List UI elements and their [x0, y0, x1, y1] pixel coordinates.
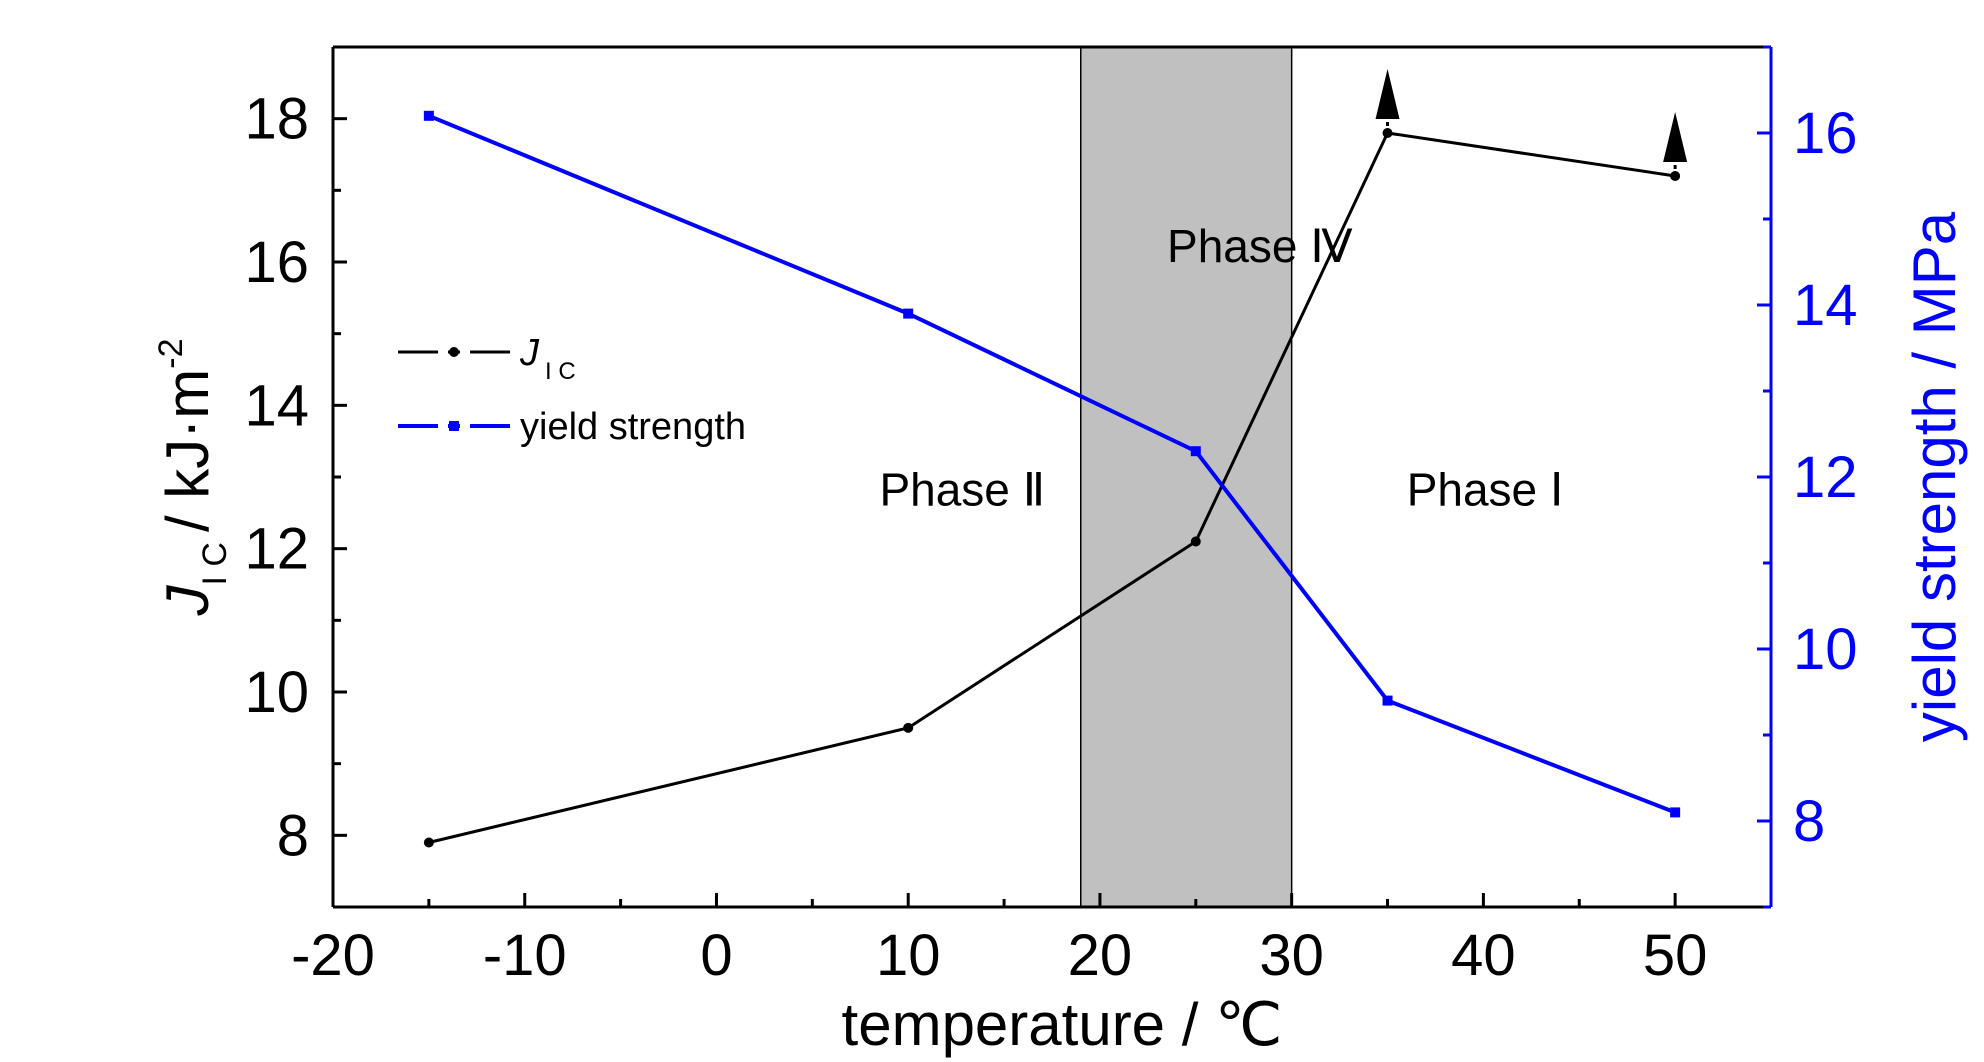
- x-tick-label: -20: [291, 923, 375, 988]
- x-tick-label: 20: [1068, 923, 1133, 988]
- left-y-axis-title-subscript: I C: [196, 542, 234, 585]
- legend-jic-marker: [449, 347, 459, 357]
- right-y-tick-label: 12: [1793, 445, 1858, 510]
- x-tick-label: 50: [1643, 923, 1708, 988]
- yield-strength-data-point: [1382, 695, 1393, 706]
- left-y-axis-title-unit: / kJ·m: [154, 369, 221, 532]
- x-tick-label: 40: [1451, 923, 1516, 988]
- left-y-axis-title-symbol: J: [154, 585, 221, 617]
- x-tick-label: 30: [1259, 923, 1324, 988]
- left-y-tick-label: 10: [244, 660, 309, 725]
- jic-data-point: [903, 722, 914, 733]
- phase-iv-shaded-region: [1080, 46, 1293, 908]
- x-tick-label: -10: [483, 923, 567, 988]
- right-y-tick-label: 16: [1793, 101, 1858, 166]
- axes-layer: -20 -10 0 10 20 30 40 50 8 10 12 14 16 18 8 10 12 14 16 tem…: [152, 45, 1968, 1058]
- yield-strength-data-point: [903, 308, 914, 319]
- right-y-tick-label: 14: [1793, 273, 1858, 338]
- right-y-axis-title: yield strength / MPa: [1901, 211, 1968, 742]
- x-axis-title: temperature / ℃: [842, 991, 1283, 1058]
- phase-annotation: Phase Ⅳ: [1167, 220, 1353, 272]
- jic-data-point: [423, 837, 434, 848]
- open-ended-arrow-head: [1375, 69, 1400, 119]
- yield-strength-data-point: [1190, 446, 1201, 457]
- right-y-tick-label: 10: [1793, 617, 1858, 682]
- legend-yield-strength-label: yield strength: [520, 406, 746, 448]
- left-y-tick-label: 8: [277, 803, 309, 868]
- open-ended-arrow-head: [1663, 112, 1688, 162]
- left-y-axis-title-exponent: -2: [152, 339, 190, 369]
- left-y-tick-label: 12: [244, 517, 309, 582]
- yield-strength-data-point: [1670, 807, 1681, 818]
- phase-annotation: Phase Ⅰ: [1407, 464, 1564, 516]
- annotation-layer: Phase Ⅱ Phase Ⅳ Phase Ⅰ: [879, 220, 1563, 516]
- x-tick-label: 0: [700, 923, 732, 988]
- left-y-tick-label: 18: [244, 87, 309, 152]
- left-y-axis-title: JI C / kJ·m-2: [152, 339, 234, 617]
- right-y-tick-label: 8: [1793, 789, 1825, 854]
- legend-jic-label-subscript: I C: [545, 358, 576, 385]
- left-y-tick-label: 16: [244, 230, 309, 295]
- jic-data-point: [1190, 536, 1201, 547]
- left-y-tick-label: 14: [244, 373, 309, 438]
- legend-jic-label-symbol: J: [519, 332, 540, 374]
- x-tick-label: 10: [876, 923, 941, 988]
- yield-strength-data-point: [423, 110, 434, 121]
- legend-yield-strength-marker: [449, 421, 459, 431]
- shaded-region-layer: [1080, 46, 1293, 908]
- phase-annotation: Phase Ⅱ: [879, 464, 1045, 516]
- series-layer: [423, 69, 1688, 848]
